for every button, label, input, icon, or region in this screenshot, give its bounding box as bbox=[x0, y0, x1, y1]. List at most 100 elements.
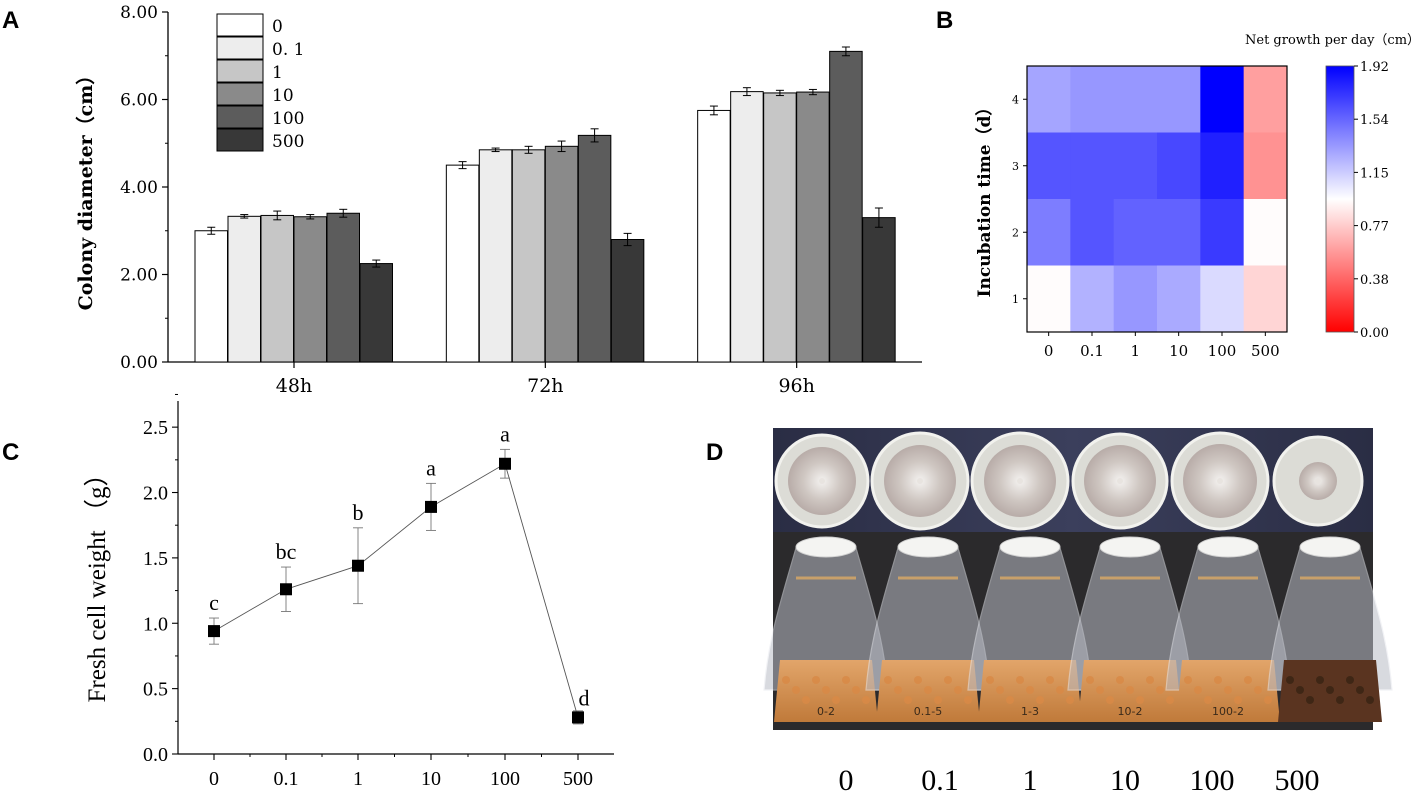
bar bbox=[511, 149, 546, 363]
heatmap-cell bbox=[1113, 199, 1158, 266]
chart-a-x-tick-label: 96h bbox=[778, 375, 814, 397]
chart-c-x-tick-label: 10 bbox=[421, 768, 441, 790]
photo-caption: 100 bbox=[1190, 764, 1235, 796]
line-chart-fresh-cell-weight: Fresh cell weight （g） 0.0 0.5 1.0 1.5 2.0 2.5… bbox=[83, 393, 614, 790]
chart-a-y-tick-label: 6.00 bbox=[120, 91, 158, 111]
bar-chart-colony-diameter: Colony diameter（cm） 0.00 2.00 4.00 6.00 8.00… bbox=[74, 3, 922, 397]
mycelial-pellet bbox=[1036, 696, 1044, 704]
heatmap-x-tick-label: 1 bbox=[1131, 342, 1141, 360]
mycelial-pellet bbox=[904, 696, 912, 704]
legend-label: 10 bbox=[272, 86, 294, 106]
heatmap-net-growth: Incubation time（d） Net growth per day（cm… bbox=[974, 33, 1414, 360]
mycelial-pellet bbox=[1356, 686, 1364, 694]
chart-c-x-tick-label: 1 bbox=[353, 768, 363, 790]
flask-cap bbox=[1197, 536, 1259, 558]
flask-label: 0-2 bbox=[817, 705, 835, 718]
heatmap-x-tick-label: 100 bbox=[1208, 342, 1237, 360]
mycelial-pellet bbox=[812, 676, 820, 684]
mycelial-pellet bbox=[1016, 676, 1024, 684]
flask-cap bbox=[795, 536, 857, 558]
mycelial-pellet bbox=[1046, 676, 1054, 684]
flask-label: 100-2 bbox=[1212, 705, 1244, 718]
bar bbox=[577, 134, 612, 363]
flask-label: 10-2 bbox=[1118, 705, 1143, 718]
flask-cap bbox=[897, 536, 959, 558]
data-point bbox=[499, 457, 511, 470]
significance-letter: c bbox=[209, 590, 219, 615]
chart-a-y-tick-label: 0.00 bbox=[120, 353, 158, 373]
heatmap-cell bbox=[1027, 199, 1071, 266]
series-line bbox=[213, 463, 579, 718]
mycelial-pellet bbox=[1126, 686, 1134, 694]
legend-label: 0. 1 bbox=[272, 40, 304, 60]
significance-letter: d bbox=[579, 685, 590, 710]
colorbar-tick-label: 1.54 bbox=[1360, 113, 1389, 128]
mycelial-pellet bbox=[842, 676, 850, 684]
bar bbox=[260, 214, 294, 363]
significance-letter: a bbox=[500, 421, 510, 446]
mycelial-pellet bbox=[954, 686, 962, 694]
heatmap-cell bbox=[1070, 66, 1115, 133]
bar bbox=[445, 164, 480, 363]
mycelial-pellet bbox=[1204, 696, 1212, 704]
flask-label: 0.1-5 bbox=[914, 705, 942, 718]
chart-a-y-tick-label: 2.00 bbox=[120, 266, 158, 286]
chart-c-y-tick-label: 1.5 bbox=[143, 548, 168, 570]
chart-a-y-axis-label: Colony diameter（cm） bbox=[74, 66, 97, 311]
data-point bbox=[352, 559, 364, 572]
culture-photo: 0-2 0.1-5 1-3 10-2 100-2 0 0.1 1 10 100 500 bbox=[763, 428, 1393, 796]
heatmap-cell bbox=[1157, 199, 1201, 266]
mycelial-pellet bbox=[1006, 696, 1014, 704]
heatmap-y-tick-label: 2 bbox=[1012, 226, 1019, 239]
mycelial-pellet bbox=[1296, 686, 1304, 694]
heatmap-cell bbox=[1113, 66, 1158, 133]
colorbar-tick-label: 0.00 bbox=[1360, 326, 1389, 341]
colorbar-title: Net growth per day（cm） bbox=[1245, 33, 1414, 48]
heatmap-cell bbox=[1113, 265, 1158, 333]
mycelial-pellet bbox=[1316, 676, 1324, 684]
colony-center bbox=[917, 478, 923, 484]
bar bbox=[697, 109, 731, 363]
mycelial-pellet bbox=[1106, 696, 1114, 704]
colony-center bbox=[1117, 478, 1123, 484]
heatmap-y-tick-label: 3 bbox=[1012, 160, 1019, 173]
flask-cap bbox=[1299, 536, 1361, 558]
chart-c-y-tick-label: 0.5 bbox=[143, 679, 168, 701]
legend-swatch bbox=[216, 59, 264, 83]
legend-swatch bbox=[216, 13, 264, 37]
panel-letter-c: C bbox=[2, 439, 19, 466]
mycelial-pellet bbox=[1156, 686, 1164, 694]
heatmap-cell bbox=[1157, 132, 1201, 200]
bar bbox=[730, 91, 764, 363]
mycelial-pellet bbox=[1116, 676, 1124, 684]
heatmap-cell bbox=[1070, 132, 1115, 200]
mycelial-pellet bbox=[1066, 696, 1074, 704]
mycelial-pellet bbox=[1234, 696, 1242, 704]
data-point bbox=[280, 583, 292, 596]
chart-c-y-tick-label: 1.0 bbox=[143, 613, 168, 635]
photo-caption: 0.1 bbox=[921, 764, 959, 796]
bar bbox=[796, 91, 830, 363]
heatmap-cell bbox=[1027, 265, 1071, 333]
mycelial-pellet bbox=[1306, 696, 1314, 704]
heatmap-cell bbox=[1243, 66, 1288, 133]
heatmap-x-tick-label: 500 bbox=[1251, 342, 1280, 360]
heatmap-x-tick-label: 0.1 bbox=[1080, 342, 1104, 360]
chart-a-y-tick-label: 8.00 bbox=[120, 3, 158, 23]
heatmap-frame bbox=[1026, 65, 1288, 333]
mycelial-pellet bbox=[1026, 686, 1034, 694]
heatmap-cell bbox=[1243, 199, 1288, 266]
heatmap-cell bbox=[1200, 66, 1245, 133]
panel-letter-b: B bbox=[936, 7, 953, 34]
mycelial-pellet bbox=[1224, 686, 1232, 694]
colony-center bbox=[1017, 478, 1023, 484]
heatmap-cell bbox=[1027, 132, 1071, 200]
significance-letter: a bbox=[426, 455, 436, 480]
colony-center bbox=[819, 478, 825, 484]
mycelial-pellet bbox=[782, 676, 790, 684]
legend-label: 0 bbox=[272, 17, 283, 37]
flask-bag bbox=[1267, 547, 1393, 691]
mycelial-pellet bbox=[944, 676, 952, 684]
mycelial-pellet bbox=[924, 686, 932, 694]
